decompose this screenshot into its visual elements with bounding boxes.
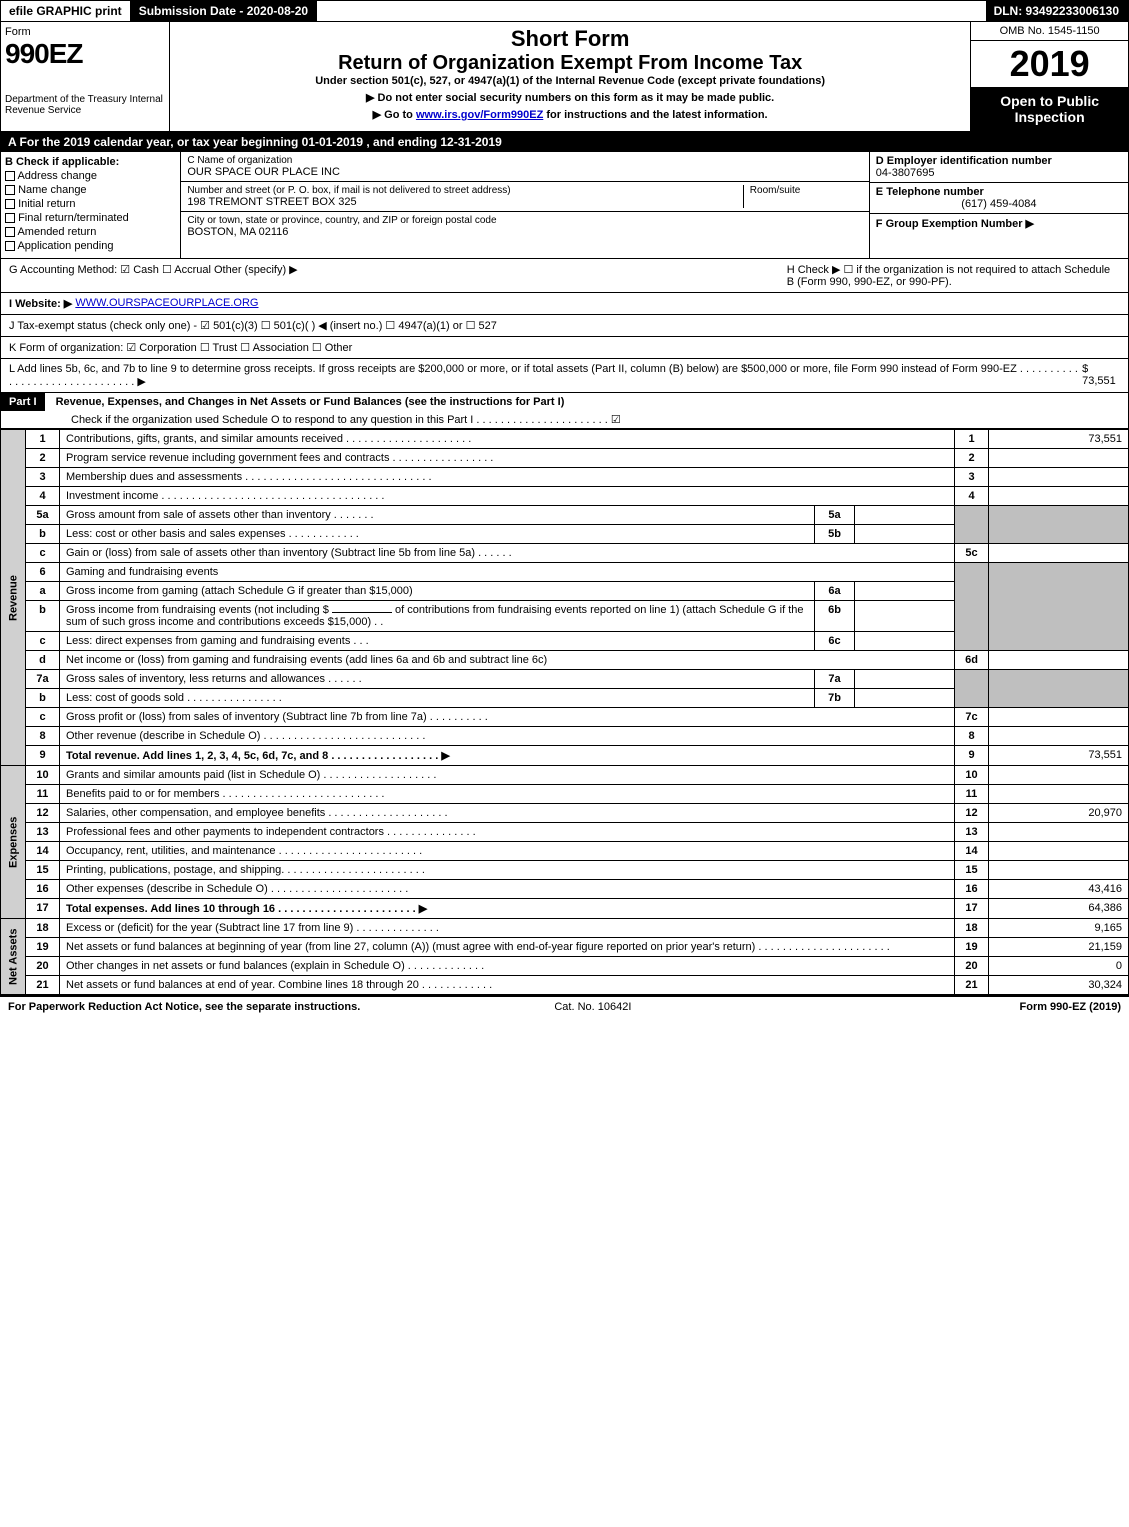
table-row: 9Total revenue. Add lines 1, 2, 3, 4, 5c…: [1, 746, 1129, 766]
check-name-change[interactable]: Name change: [5, 184, 176, 196]
website-label: I Website: ▶: [9, 297, 72, 310]
line-l-text: L Add lines 5b, 6c, and 7b to line 9 to …: [9, 363, 1079, 388]
table-row: 12Salaries, other compensation, and empl…: [1, 804, 1129, 823]
department-label: Department of the Treasury Internal Reve…: [5, 94, 165, 116]
form-header: Form 990EZ Department of the Treasury In…: [0, 22, 1129, 132]
tax-year: 2019: [971, 41, 1128, 87]
top-bar: efile GRAPHIC print Submission Date - 20…: [0, 0, 1129, 22]
table-row: Net Assets 18Excess or (deficit) for the…: [1, 919, 1129, 938]
table-row: 11Benefits paid to or for members . . . …: [1, 785, 1129, 804]
table-row: 4Investment income . . . . . . . . . . .…: [1, 487, 1129, 506]
website-link[interactable]: WWW.OURSPACEOURPLACE.ORG: [75, 297, 258, 310]
room-suite-label: Room/suite: [743, 185, 863, 208]
table-row: 16Other expenses (describe in Schedule O…: [1, 880, 1129, 899]
form-word: Form: [5, 26, 165, 38]
part-1-table: Revenue 1Contributions, gifts, grants, a…: [0, 429, 1129, 995]
table-row: 2Program service revenue including gover…: [1, 449, 1129, 468]
table-row: 19Net assets or fund balances at beginni…: [1, 938, 1129, 957]
table-row: 14Occupancy, rent, utilities, and mainte…: [1, 842, 1129, 861]
schedule-b-check: H Check ▶ ☐ if the organization is not r…: [787, 263, 1120, 288]
tax-exempt-status: J Tax-exempt status (check only one) - ☑…: [0, 315, 1129, 337]
dln-label: DLN: 93492233006130: [986, 1, 1128, 21]
group-exemption-label: F Group Exemption Number ▶: [876, 217, 1122, 230]
irs-link[interactable]: www.irs.gov/Form990EZ: [416, 109, 543, 121]
omb-number: OMB No. 1545-1150: [971, 22, 1128, 41]
table-row: cGross profit or (loss) from sales of in…: [1, 708, 1129, 727]
form-of-organization: K Form of organization: ☑ Corporation ☐ …: [0, 337, 1129, 359]
city-value: BOSTON, MA 02116: [187, 226, 496, 238]
phone-value: (617) 459-4084: [876, 198, 1122, 210]
net-assets-label: Net Assets: [1, 919, 26, 995]
street-value: 198 TREMONT STREET BOX 325: [187, 196, 510, 208]
check-initial-return[interactable]: Initial return: [5, 198, 176, 210]
org-name-label: C Name of organization: [187, 155, 340, 166]
org-name: OUR SPACE OUR PLACE INC: [187, 166, 340, 178]
line-l-value: $ 73,551: [1082, 363, 1120, 388]
pointer-ssn: ▶ Do not enter social security numbers o…: [174, 91, 966, 104]
table-row: cGain or (loss) from sale of assets othe…: [1, 544, 1129, 563]
accounting-method: G Accounting Method: ☑ Cash ☐ Accrual Ot…: [9, 263, 787, 288]
page-footer: For Paperwork Reduction Act Notice, see …: [0, 995, 1129, 1017]
table-row: 17Total expenses. Add lines 10 through 1…: [1, 899, 1129, 919]
efile-print-button[interactable]: efile GRAPHIC print: [1, 1, 131, 21]
table-row: 8Other revenue (describe in Schedule O) …: [1, 727, 1129, 746]
table-row: 7aGross sales of inventory, less returns…: [1, 670, 1129, 689]
table-row: Revenue 1Contributions, gifts, grants, a…: [1, 430, 1129, 449]
part-1-label: Part I: [1, 393, 45, 411]
table-row: 21Net assets or fund balances at end of …: [1, 976, 1129, 995]
table-row: 6Gaming and fundraising events: [1, 563, 1129, 582]
ein-label: D Employer identification number: [876, 155, 1122, 167]
short-form-title: Short Form: [174, 26, 966, 52]
table-row: 13Professional fees and other payments t…: [1, 823, 1129, 842]
org-info-block: B Check if applicable: Address change Na…: [0, 152, 1129, 259]
part-1-title: Revenue, Expenses, and Changes in Net As…: [48, 396, 565, 408]
table-row: 20Other changes in net assets or fund ba…: [1, 957, 1129, 976]
table-row: dNet income or (loss) from gaming and fu…: [1, 651, 1129, 670]
form-id-footer: Form 990-EZ (2019): [1020, 1001, 1121, 1013]
open-public-badge: Open to Public Inspection: [971, 87, 1128, 131]
part-1-check: Check if the organization used Schedule …: [1, 411, 1128, 428]
revenue-label: Revenue: [1, 430, 26, 766]
tax-period-row: A For the 2019 calendar year, or tax yea…: [0, 132, 1129, 152]
table-row: Expenses 10Grants and similar amounts pa…: [1, 766, 1129, 785]
table-row: 3Membership dues and assessments . . . .…: [1, 468, 1129, 487]
section-b-label: B Check if applicable:: [5, 156, 176, 168]
check-address-change[interactable]: Address change: [5, 170, 176, 182]
table-row: 5aGross amount from sale of assets other…: [1, 506, 1129, 525]
table-row: 15Printing, publications, postage, and s…: [1, 861, 1129, 880]
phone-label: E Telephone number: [876, 186, 1122, 198]
expenses-label: Expenses: [1, 766, 26, 919]
street-label: Number and street (or P. O. box, if mail…: [187, 185, 510, 196]
ein-value: 04-3807695: [876, 167, 1122, 179]
catalog-number: Cat. No. 10642I: [554, 1001, 631, 1013]
submission-date: Submission Date - 2020-08-20: [131, 1, 317, 21]
check-amended[interactable]: Amended return: [5, 226, 176, 238]
subtitle: Under section 501(c), 527, or 4947(a)(1)…: [174, 75, 966, 87]
check-final-return[interactable]: Final return/terminated: [5, 212, 176, 224]
check-application-pending[interactable]: Application pending: [5, 240, 176, 252]
paperwork-notice: For Paperwork Reduction Act Notice, see …: [8, 1001, 360, 1013]
pointer-goto: ▶ Go to www.irs.gov/Form990EZ for instru…: [174, 108, 966, 121]
return-title: Return of Organization Exempt From Incom…: [174, 52, 966, 75]
city-label: City or town, state or province, country…: [187, 215, 496, 226]
form-number: 990EZ: [5, 38, 165, 70]
